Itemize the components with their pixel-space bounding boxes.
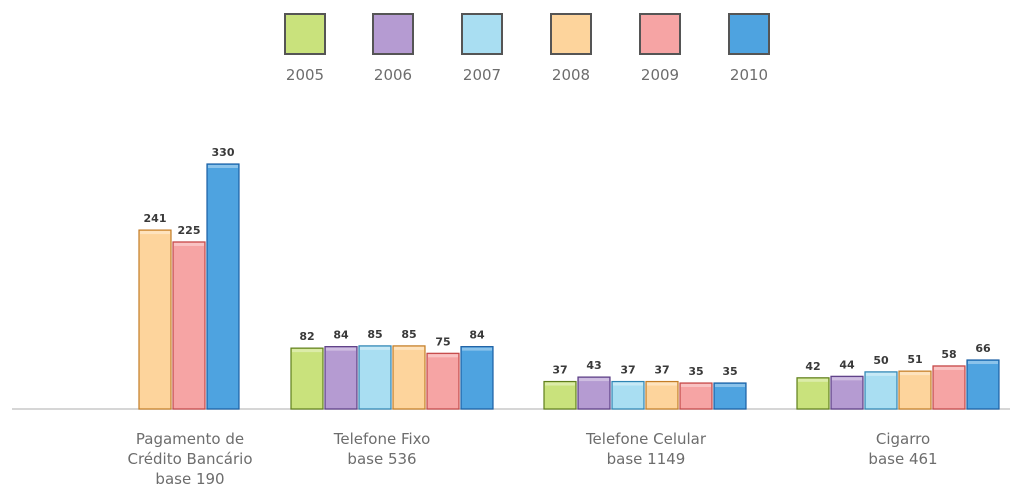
bar-highlight (647, 383, 677, 386)
data-label-2-2010: 35 (722, 365, 737, 378)
bar-highlight (208, 165, 238, 168)
bar-3-2010 (967, 360, 999, 409)
bar-highlight (934, 367, 964, 370)
category-label-2-line-1: base 1149 (607, 450, 686, 468)
legend-swatch-2010 (729, 14, 769, 54)
bar-1-2007 (359, 346, 391, 409)
data-label-1-2010: 84 (469, 329, 485, 342)
data-label-2-2007: 37 (620, 364, 635, 377)
data-label-3-2008: 51 (907, 353, 922, 366)
bar-highlight (681, 384, 711, 387)
legend-swatch-2008 (551, 14, 591, 54)
bar-highlight (866, 373, 896, 376)
legend-swatch-2009 (640, 14, 680, 54)
data-label-1-2007: 85 (367, 328, 382, 341)
bar-highlight (900, 372, 930, 375)
data-label-1-2005: 82 (299, 330, 314, 343)
legend-swatch-2005 (285, 14, 325, 54)
category-label-3-line-0: Cigarro (876, 430, 930, 448)
bar-highlight (292, 349, 322, 352)
bar-1-2006 (325, 347, 357, 409)
data-label-3-2005: 42 (805, 360, 820, 373)
bar-3-2008 (899, 371, 931, 409)
bar-highlight (579, 378, 609, 381)
bar-0-2008 (139, 230, 171, 409)
bar-highlight (140, 231, 170, 234)
data-label-1-2006: 84 (333, 329, 349, 342)
data-label-0-2008: 241 (144, 212, 167, 225)
bar-3-2009 (933, 366, 965, 409)
bar-highlight (545, 383, 575, 386)
bar-1-2005 (291, 348, 323, 409)
legend-label-2009: 2009 (641, 66, 679, 84)
bar-2-2006 (578, 377, 610, 409)
legend-label-2008: 2008 (552, 66, 590, 84)
bar-highlight (360, 347, 390, 350)
data-label-0-2009: 225 (178, 224, 201, 237)
data-label-2-2005: 37 (552, 364, 567, 377)
data-label-3-2006: 44 (839, 358, 855, 371)
bar-highlight (832, 377, 862, 380)
category-labels: Pagamento de Crédito Bancário base 190 Tele… (128, 430, 938, 488)
legend-swatch-2006 (373, 14, 413, 54)
bar-highlight (428, 354, 458, 357)
category-label-1-line-1: base 536 (347, 450, 416, 468)
legend-label-2010: 2010 (730, 66, 768, 84)
bar-0-2010 (207, 164, 239, 409)
bar-2-2005 (544, 382, 576, 409)
legend-label-2005: 2005 (286, 66, 324, 84)
bar-highlight (462, 348, 492, 351)
bar-highlight (613, 383, 643, 386)
category-label-3-line-1: base 461 (868, 450, 937, 468)
bar-highlight (968, 361, 998, 364)
category-label-2-line-0: Telefone Celular (585, 430, 707, 448)
bar-highlight (798, 379, 828, 382)
category-label-0-line-2: base 190 (155, 470, 224, 488)
bar-highlight (394, 347, 424, 350)
data-label-3-2010: 66 (975, 342, 991, 355)
legend-swatch-2007 (462, 14, 502, 54)
bar-highlight (326, 348, 356, 351)
bar-0-2009 (173, 242, 205, 409)
data-label-3-2009: 58 (941, 348, 956, 361)
bar-3-2006 (831, 376, 863, 409)
bar-1-2010 (461, 347, 493, 409)
category-label-0-line-0: Pagamento de (136, 430, 244, 448)
legend-label-2007: 2007 (463, 66, 501, 84)
data-label-0-2010: 330 (212, 146, 235, 159)
data-label-2-2006: 43 (586, 359, 601, 372)
data-label-2-2009: 35 (688, 365, 703, 378)
bar-2-2007 (612, 382, 644, 409)
bar-3-2005 (797, 378, 829, 409)
bar-1-2008 (393, 346, 425, 409)
bar-highlight (715, 384, 745, 387)
bar-1-2009 (427, 353, 459, 409)
category-label-0-line-1: Crédito Bancário (128, 450, 253, 468)
bars-group: 241 225 330 82 84 85 85 75 84 37 43 37 37 35 35 42 44 50 5… (139, 146, 999, 409)
bar-highlight (174, 243, 204, 246)
data-label-3-2007: 50 (873, 354, 889, 367)
legend-label-2006: 2006 (374, 66, 412, 84)
chart-legend: 2005 2006 2007 2008 2009 2010 (285, 14, 769, 84)
category-label-1-line-0: Telefone Fixo (333, 430, 431, 448)
data-label-2-2008: 37 (654, 364, 669, 377)
bar-2-2008 (646, 382, 678, 409)
bar-3-2007 (865, 372, 897, 409)
data-label-1-2009: 75 (435, 335, 450, 348)
data-label-1-2008: 85 (401, 328, 416, 341)
